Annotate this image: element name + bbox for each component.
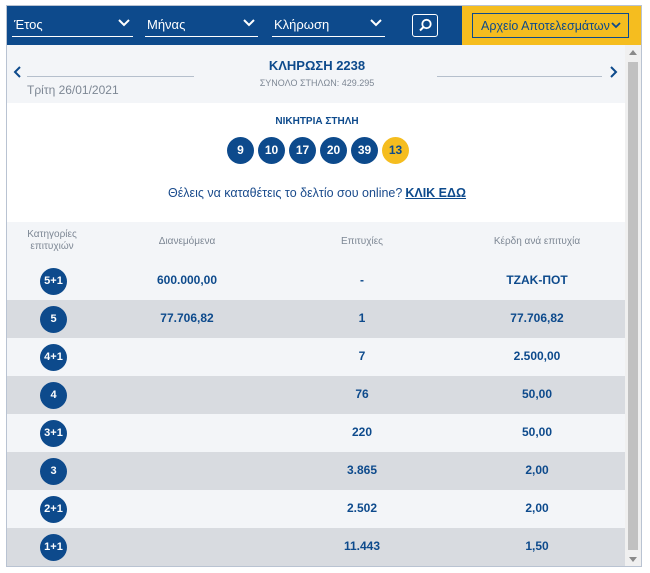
- category-badge: 4+1: [40, 344, 67, 371]
- divider: [27, 76, 194, 77]
- month-select[interactable]: Μήνας: [145, 14, 258, 37]
- number-ball: 10: [258, 137, 285, 164]
- filter-bar: Έτος Μήνας Κλήρωση Αρχείο Αποτελεσμάτων: [7, 6, 641, 45]
- prize-cell: 2,00: [525, 463, 549, 477]
- winning-column-label: ΝΙΚΗΤΡΙΑ ΣΤΗΛΗ: [275, 116, 359, 127]
- promo-link[interactable]: ΚΛΙΚ ΕΔΩ: [405, 186, 467, 200]
- winners-cell: -: [360, 273, 364, 287]
- table-header: Κατηγορίες επιτυχιών Διανεμόμενα Επιτυχί…: [7, 222, 625, 262]
- winners-cell: 7: [358, 349, 366, 363]
- year-select[interactable]: Έτος: [12, 14, 133, 37]
- prize-cell: 2.500,00: [513, 349, 561, 363]
- joker-ball: 13: [382, 137, 409, 164]
- number-ball: 39: [351, 137, 378, 164]
- table-row: 4+1 7 2.500,00: [7, 338, 625, 376]
- total-columns: ΣΥΝΟΛΟ ΣΤΗΛΩΝ: 429.295: [259, 78, 375, 88]
- number-ball: 9: [227, 137, 254, 164]
- table-row: 4 76 50,00: [7, 376, 625, 414]
- search-icon: [419, 18, 432, 32]
- winners-cell: 11.443: [343, 539, 381, 553]
- table-row: 3 3.865 2,00: [7, 452, 625, 490]
- column-header-winners: Επιτυχίες: [341, 236, 383, 247]
- online-promo: Θέλεις να καταθέτεις το δελτίο σου onlin…: [107, 186, 527, 200]
- scroll-down-arrow-icon[interactable]: [629, 557, 637, 562]
- column-header-prize: Κέρδη ανά επιτυχία: [493, 236, 581, 247]
- scrollbar[interactable]: [625, 45, 641, 566]
- archive-select[interactable]: Αρχείο Αποτελεσμάτων: [472, 13, 629, 38]
- prize-cell: ΤΖΑΚ-ΠΟΤ: [506, 273, 568, 287]
- chevron-down-icon: [243, 19, 255, 27]
- table-row: 1+1 11.443 1,50: [7, 528, 625, 566]
- draw-title: ΚΛΗΡΩΣΗ 2238: [268, 58, 366, 73]
- category-badge: 3: [40, 458, 67, 485]
- divider: [437, 76, 602, 77]
- draw-date: Τρίτη 26/01/2021: [27, 83, 119, 97]
- number-ball: 17: [289, 137, 316, 164]
- prize-cell: 2,00: [525, 501, 549, 515]
- table-row: 3+1 220 50,00: [7, 414, 625, 452]
- previous-draw-arrow-icon[interactable]: [12, 65, 24, 79]
- archive-select-label: Αρχείο Αποτελεσμάτων: [481, 19, 610, 33]
- column-header-distributed: Διανεμόμενα: [158, 236, 216, 247]
- table-row: 2+1 2.502 2,00: [7, 490, 625, 528]
- next-draw-arrow-icon[interactable]: [607, 65, 619, 79]
- results-widget: Έτος Μήνας Κλήρωση Αρχείο Αποτελεσμάτων …: [6, 5, 642, 567]
- search-button[interactable]: [412, 14, 438, 37]
- prize-cell: 77.706,82: [510, 311, 564, 325]
- table-row: 5+1 600.000,00 - ΤΖΑΚ-ΠΟΤ: [7, 262, 625, 300]
- distributed-cell: 77.706,82: [160, 311, 214, 325]
- distributed-cell: 600.000,00: [156, 273, 218, 287]
- category-badge: 5+1: [40, 268, 67, 295]
- winners-cell: 1: [358, 311, 366, 325]
- archive-panel: Αρχείο Αποτελεσμάτων: [462, 6, 641, 45]
- category-badge: 1+1: [40, 534, 67, 561]
- chevron-down-icon: [118, 19, 130, 27]
- category-badge: 3+1: [40, 420, 67, 447]
- category-badge: 5: [40, 306, 67, 333]
- winners-cell: 220: [351, 425, 373, 439]
- winners-cell: 76: [355, 387, 369, 401]
- chevron-down-icon: [611, 22, 621, 29]
- category-badge: 4: [40, 382, 67, 409]
- chevron-down-icon: [370, 19, 382, 27]
- winners-cell: 3.865: [346, 463, 378, 477]
- draw-header: Τρίτη 26/01/2021 ΚΛΗΡΩΣΗ 2238 ΣΥΝΟΛΟ ΣΤΗ…: [7, 45, 625, 103]
- month-select-label: Μήνας: [147, 17, 186, 32]
- year-select-label: Έτος: [14, 17, 43, 32]
- winners-cell: 2.502: [346, 501, 378, 515]
- prize-cell: 50,00: [521, 425, 553, 439]
- prize-cell: 50,00: [521, 387, 553, 401]
- scrollbar-thumb[interactable]: [628, 62, 638, 550]
- table-row: 5 77.706,82 1 77.706,82: [7, 300, 625, 338]
- scroll-up-arrow-icon[interactable]: [629, 50, 637, 55]
- draw-select[interactable]: Κλήρωση: [272, 14, 385, 37]
- number-ball: 20: [320, 137, 347, 164]
- promo-text: Θέλεις να καταθέτεις το δελτίο σου onlin…: [167, 186, 403, 200]
- results-table: 5+1 600.000,00 - ΤΖΑΚ-ΠΟΤ 5 77.706,82 1 …: [7, 262, 625, 566]
- prize-cell: 1,50: [525, 539, 549, 553]
- draw-select-label: Κλήρωση: [274, 17, 330, 32]
- column-header-category: Κατηγορίες επιτυχιών: [27, 229, 77, 252]
- category-badge: 2+1: [40, 496, 67, 523]
